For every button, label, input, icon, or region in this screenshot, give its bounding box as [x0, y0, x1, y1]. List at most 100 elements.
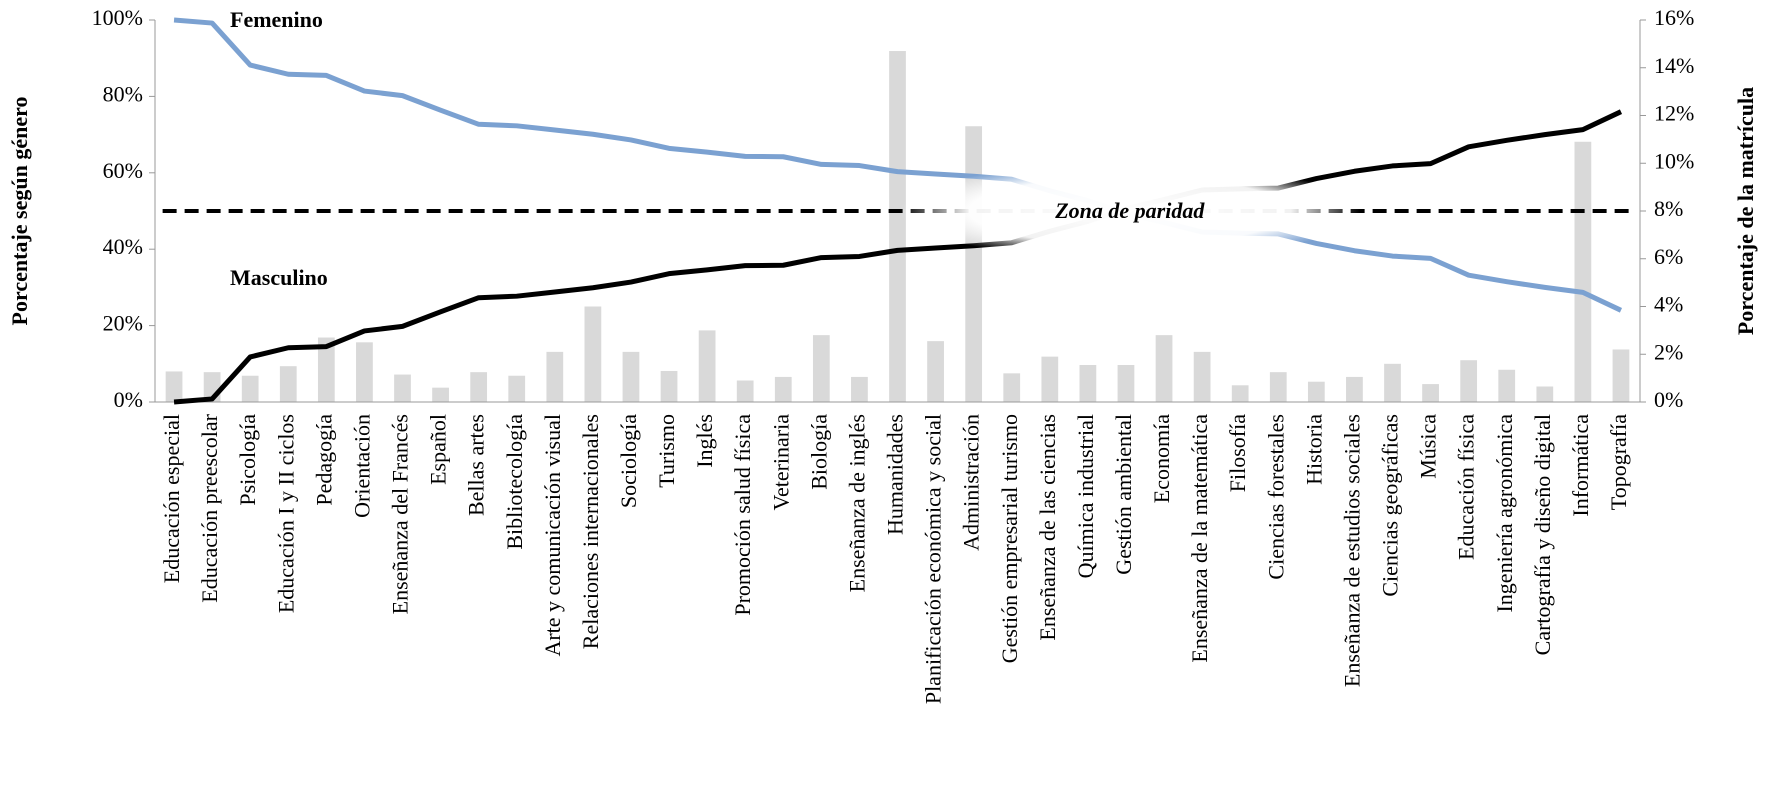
x-tick-label: Pedagogía: [311, 414, 336, 506]
x-tick-label: Química industrial: [1073, 414, 1098, 578]
line: [173, 109, 1623, 405]
y-tick-label: 80%: [103, 81, 143, 106]
bar: [546, 351, 564, 402]
x-tick-label: Veterinaria: [768, 414, 793, 511]
y2-tick-label: 8%: [1654, 196, 1683, 221]
bar: [356, 342, 373, 402]
y2-tick-label: 14%: [1654, 53, 1694, 78]
annotation-glow: [899, 163, 1360, 259]
x-tick-label: Enseñanza de las ciencias: [1035, 414, 1060, 641]
bar: [1155, 335, 1173, 402]
bar: [660, 370, 678, 402]
x-tick-label: Relaciones internacionales: [578, 414, 603, 649]
bar: [165, 371, 183, 402]
bar: [1269, 372, 1287, 402]
x-tick-label: Sociología: [616, 414, 641, 508]
x-tick-label: Educación física: [1454, 414, 1479, 560]
bar: [317, 337, 335, 402]
annotation: Zona de paridad: [1054, 198, 1205, 223]
y-tick-label: 100%: [92, 5, 143, 30]
y-tick-label: 20%: [103, 311, 143, 336]
x-tick-label: Español: [426, 414, 451, 485]
bar: [508, 375, 526, 402]
bar: [1117, 364, 1135, 402]
x-tick-label: Ingeniería agronómica: [1492, 414, 1517, 613]
y-tick-label: 40%: [103, 234, 143, 259]
bar: [1193, 351, 1211, 402]
bar: [1384, 363, 1401, 402]
bar: [1003, 373, 1021, 402]
bar: [1460, 360, 1478, 402]
x-tick-label: Arte y comunicación visual: [540, 414, 565, 657]
y2-tick-label: 4%: [1654, 292, 1683, 317]
bar: [470, 372, 488, 402]
x-tick-label: Orientación: [349, 414, 374, 518]
bar: [1307, 381, 1325, 402]
x-tick-label: Administración: [959, 414, 984, 551]
x-tick-label: Enseñanza de inglés: [844, 414, 869, 592]
x-tick-label: Bellas artes: [464, 414, 489, 516]
series-label: Femenino: [230, 7, 323, 32]
bar: [698, 330, 716, 402]
bar: [927, 341, 944, 402]
x-tick-label: Gestión ambiental: [1111, 414, 1136, 575]
y2-tick-label: 12%: [1654, 101, 1694, 126]
bar: [622, 351, 640, 402]
x-tick-label: Humanidades: [883, 414, 908, 535]
x-tick-label: Música: [1416, 414, 1441, 479]
bar: [1574, 141, 1592, 402]
x-tick-label: Economía: [1149, 414, 1174, 503]
bar: [812, 335, 830, 402]
x-tick-label: Gestión empresarial turismo: [997, 414, 1022, 663]
bar: [1231, 385, 1249, 402]
y-tick-label: 0%: [114, 387, 143, 412]
x-tick-label: Ciencias geográficas: [1378, 414, 1403, 597]
bar: [1079, 364, 1097, 402]
x-tick-label: Enseñanza del Francés: [388, 414, 413, 614]
bar: [851, 376, 868, 402]
y-axis-title: Porcentaje según género: [7, 97, 32, 326]
bar: [1536, 386, 1554, 402]
x-tick-label: Promoción salud física: [730, 414, 755, 616]
x-tick-label: Enseñanza de estudios sociales: [1339, 414, 1364, 687]
bar: [1346, 376, 1363, 402]
x-tick-label: Planificación económica y social: [921, 414, 946, 704]
y2-tick-label: 2%: [1654, 339, 1683, 364]
x-tick-label: Educación preescolar: [197, 413, 222, 602]
x-tick-label: Bibliotecología: [502, 414, 527, 550]
y2-tick-label: 16%: [1654, 5, 1694, 30]
bar: [394, 374, 411, 402]
y2-tick-label: 0%: [1654, 387, 1683, 412]
x-tick-label: Informática: [1568, 414, 1593, 517]
x-tick-label: Filosofía: [1225, 414, 1250, 492]
series-label: Masculino: [230, 265, 328, 290]
line: [173, 17, 1623, 313]
bar: [279, 366, 297, 402]
bar: [432, 387, 449, 402]
y2-axis-title: Porcentaje de la matrícula: [1733, 87, 1758, 335]
x-tick-label: Enseñanza de la matemática: [1187, 414, 1212, 663]
y2-tick-label: 10%: [1654, 148, 1694, 173]
y-tick-label: 60%: [103, 158, 143, 183]
x-tick-label: Ciencias forestales: [1263, 414, 1288, 580]
x-tick-label: Cartografía y diseño digital: [1530, 414, 1555, 655]
bar: [1612, 349, 1630, 402]
bar: [1498, 369, 1516, 402]
bar: [774, 376, 792, 402]
x-tick-label: Inglés: [692, 414, 717, 468]
bar: [584, 306, 602, 402]
bar: [736, 380, 754, 402]
x-tick-label: Psicología: [235, 414, 260, 506]
x-tick-label: Historia: [1301, 414, 1326, 485]
bar: [1041, 356, 1059, 402]
y2-tick-label: 6%: [1654, 244, 1683, 269]
x-tick-label: Biología: [806, 414, 831, 490]
bar: [241, 375, 259, 402]
bar: [1422, 384, 1439, 402]
bar: [965, 126, 983, 403]
x-tick-label: Topografía: [1606, 414, 1631, 510]
bar: [889, 51, 906, 402]
x-tick-label: Educación especial: [159, 414, 184, 583]
x-tick-label: Turismo: [654, 414, 679, 488]
